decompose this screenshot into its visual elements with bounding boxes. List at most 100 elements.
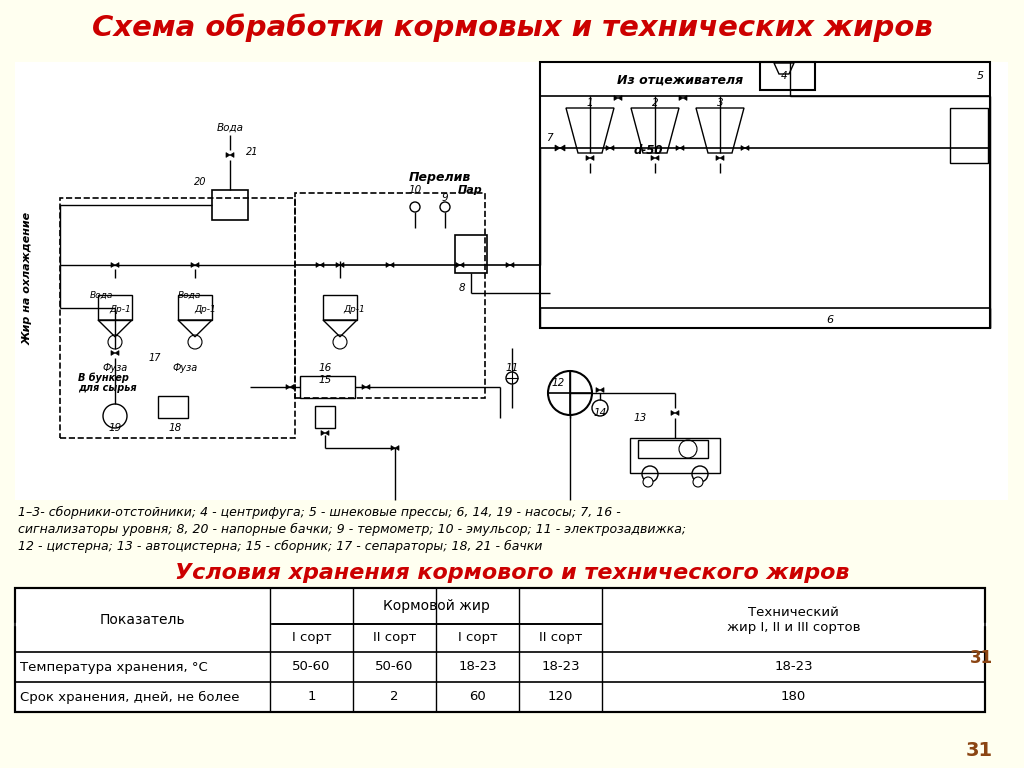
Bar [212, 190, 248, 220]
Text: 50-60: 50-60 [376, 660, 414, 674]
Text: В бункер: В бункер [78, 372, 129, 383]
Circle shape [643, 477, 653, 487]
Polygon shape [560, 145, 565, 151]
Polygon shape [340, 263, 344, 267]
Text: 120: 120 [548, 690, 573, 703]
Text: 16: 16 [318, 363, 332, 373]
Bar [630, 438, 720, 473]
Text: Кормовой жир: Кормовой жир [383, 599, 489, 613]
Text: Срок хранения, дней, не более: Срок хранения, дней, не более [20, 690, 240, 703]
Polygon shape [290, 385, 294, 389]
Text: d-50: d-50 [633, 144, 663, 157]
Bar [455, 235, 487, 273]
Polygon shape [316, 263, 319, 267]
Text: 31: 31 [966, 740, 993, 760]
Text: Пар: Пар [458, 185, 482, 195]
Text: 18-23: 18-23 [458, 660, 497, 674]
Polygon shape [555, 145, 560, 151]
Bar [540, 62, 990, 328]
Text: 17: 17 [148, 353, 161, 363]
Text: Технический
жир I, II и III сортов: Технический жир I, II и III сортов [727, 606, 860, 634]
Polygon shape [745, 146, 749, 151]
Text: I сорт: I сорт [458, 631, 498, 644]
Bar [760, 62, 815, 90]
Text: 13: 13 [634, 413, 646, 423]
Text: 18-23: 18-23 [774, 660, 813, 674]
Polygon shape [191, 263, 195, 267]
Polygon shape [195, 263, 199, 267]
Bar [15, 588, 985, 712]
Text: 1: 1 [587, 98, 593, 108]
Text: Фуза: Фуза [102, 363, 128, 373]
Polygon shape [680, 146, 684, 151]
Text: Вода: Вода [89, 290, 113, 300]
Bar [15, 62, 1008, 500]
Text: 14: 14 [593, 408, 606, 418]
Polygon shape [606, 146, 610, 151]
Polygon shape [390, 263, 394, 267]
Polygon shape [456, 263, 460, 267]
Bar [300, 376, 355, 398]
Bar [98, 295, 132, 320]
Polygon shape [683, 95, 687, 101]
Text: II сорт: II сорт [373, 631, 416, 644]
Text: 6: 6 [826, 315, 834, 325]
Polygon shape [586, 156, 590, 161]
Text: сигнализаторы уровня; 8, 20 - напорные бачки; 9 - термометр; 10 - эмульсор; 11 -: сигнализаторы уровня; 8, 20 - напорные б… [18, 523, 686, 536]
Polygon shape [716, 156, 720, 161]
Polygon shape [614, 95, 618, 101]
Text: 18-23: 18-23 [542, 660, 580, 674]
Polygon shape [336, 263, 340, 267]
Polygon shape [600, 388, 604, 392]
Polygon shape [286, 385, 290, 389]
Bar [178, 295, 212, 320]
Polygon shape [386, 263, 390, 267]
Text: 21: 21 [246, 147, 258, 157]
Text: Показатель: Показатель [99, 613, 185, 627]
Text: 15: 15 [318, 375, 332, 385]
Polygon shape [676, 146, 680, 151]
Text: Схема обработки кормовых и технических жиров: Схема обработки кормовых и технических ж… [91, 14, 933, 42]
Polygon shape [655, 156, 659, 161]
Text: 19: 19 [109, 423, 122, 433]
Text: 11: 11 [506, 363, 518, 373]
Polygon shape [596, 388, 600, 392]
Text: 12: 12 [551, 378, 564, 388]
Text: Перелив: Перелив [409, 171, 471, 184]
Polygon shape [671, 411, 675, 415]
Text: 31: 31 [970, 649, 993, 667]
Text: Температура хранения, °С: Температура хранения, °С [20, 660, 208, 674]
Bar [15, 588, 985, 712]
Text: Фуза: Фуза [172, 363, 198, 373]
Polygon shape [395, 445, 399, 450]
Polygon shape [230, 153, 234, 157]
Polygon shape [651, 156, 655, 161]
Circle shape [693, 477, 703, 487]
Text: 9: 9 [441, 193, 449, 203]
Polygon shape [115, 263, 119, 267]
Text: 8: 8 [459, 283, 465, 293]
Bar [315, 406, 335, 428]
Text: Из отцеживателя: Из отцеживателя [616, 74, 743, 87]
Bar [950, 108, 988, 163]
Text: для сырья: для сырья [78, 383, 136, 393]
Text: 20: 20 [194, 177, 206, 187]
Bar [295, 193, 485, 398]
Polygon shape [321, 431, 325, 435]
Text: 3: 3 [717, 98, 723, 108]
Polygon shape [506, 263, 510, 267]
Polygon shape [741, 146, 745, 151]
Polygon shape [391, 445, 395, 450]
Text: 10: 10 [409, 185, 422, 195]
Text: 1–3- сборники-отстойники; 4 - центрифуга; 5 - шнековые прессы; 6, 14, 19 - насос: 1–3- сборники-отстойники; 4 - центрифуга… [18, 506, 621, 519]
Text: 4: 4 [780, 71, 787, 81]
Polygon shape [679, 95, 683, 101]
Text: Др-1: Др-1 [343, 306, 365, 315]
Text: 12 - цистерна; 13 - автоцистерна; 15 - сборник; 17 - сепараторы; 18, 21 - бачки: 12 - цистерна; 13 - автоцистерна; 15 - с… [18, 540, 543, 553]
Bar [158, 396, 188, 418]
Text: 18: 18 [168, 423, 181, 433]
Polygon shape [111, 351, 115, 356]
Text: 60: 60 [469, 690, 485, 703]
Text: I сорт: I сорт [292, 631, 332, 644]
Text: Жир на охлаждение: Жир на охлаждение [23, 211, 33, 345]
